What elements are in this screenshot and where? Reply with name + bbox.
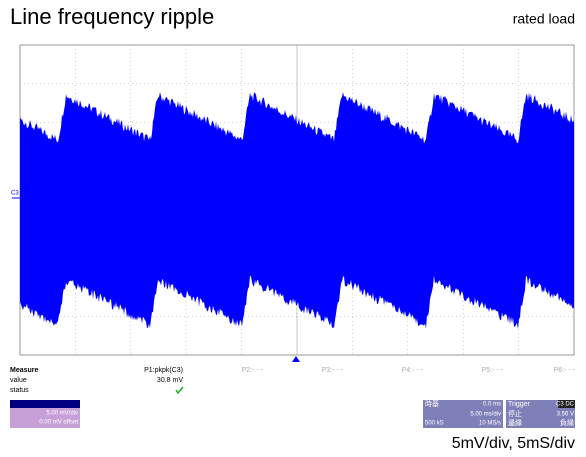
param: P6:- - -: [554, 367, 576, 374]
channel-scale: 5.00 mV/div: [46, 411, 78, 417]
status-check: [175, 386, 184, 395]
row-label: status: [10, 387, 29, 394]
param: P5:- - -: [482, 367, 504, 374]
param: P1:pkpk(C3): [144, 367, 183, 374]
timebase-samples: 500 kS: [425, 421, 444, 427]
trigger-mode: 停止: [508, 409, 522, 418]
row-label: value: [10, 377, 27, 384]
title: Line frequency ripple: [10, 4, 214, 29]
trigger-marker: [292, 356, 300, 362]
trigger-level: 3.56 V: [557, 412, 574, 418]
trigger-source: C3 DC: [556, 402, 575, 408]
timebase-rate: 10 MS/s: [479, 421, 501, 427]
timebase-delay: 0.0 ms: [483, 402, 501, 408]
trigger-label: Trigger: [508, 401, 531, 408]
measure-value: 30.8 mV: [157, 377, 183, 384]
channel-marker: C3: [11, 191, 19, 197]
timebase-box: [423, 400, 503, 428]
trigger-slope: 負緣: [560, 418, 574, 427]
subtitle: rated load: [513, 11, 575, 27]
timebase-scale: 5.00 ms/div: [470, 412, 501, 418]
timebase-label: 時基: [425, 399, 439, 408]
param: P4:- - -: [402, 367, 424, 374]
param: P3:- - -: [322, 367, 344, 374]
channel-offset: 0.00 mV offset: [39, 420, 78, 426]
trigger-source-bg: [558, 400, 575, 408]
waveform: [20, 92, 574, 330]
trigger-type: 邊緣: [508, 418, 522, 427]
footer-note: 5mV/div, 5mS/div: [452, 435, 575, 452]
param: P2:- - -: [242, 367, 264, 374]
measure-title: Measure: [10, 367, 39, 374]
channel-box-header: [10, 400, 80, 408]
